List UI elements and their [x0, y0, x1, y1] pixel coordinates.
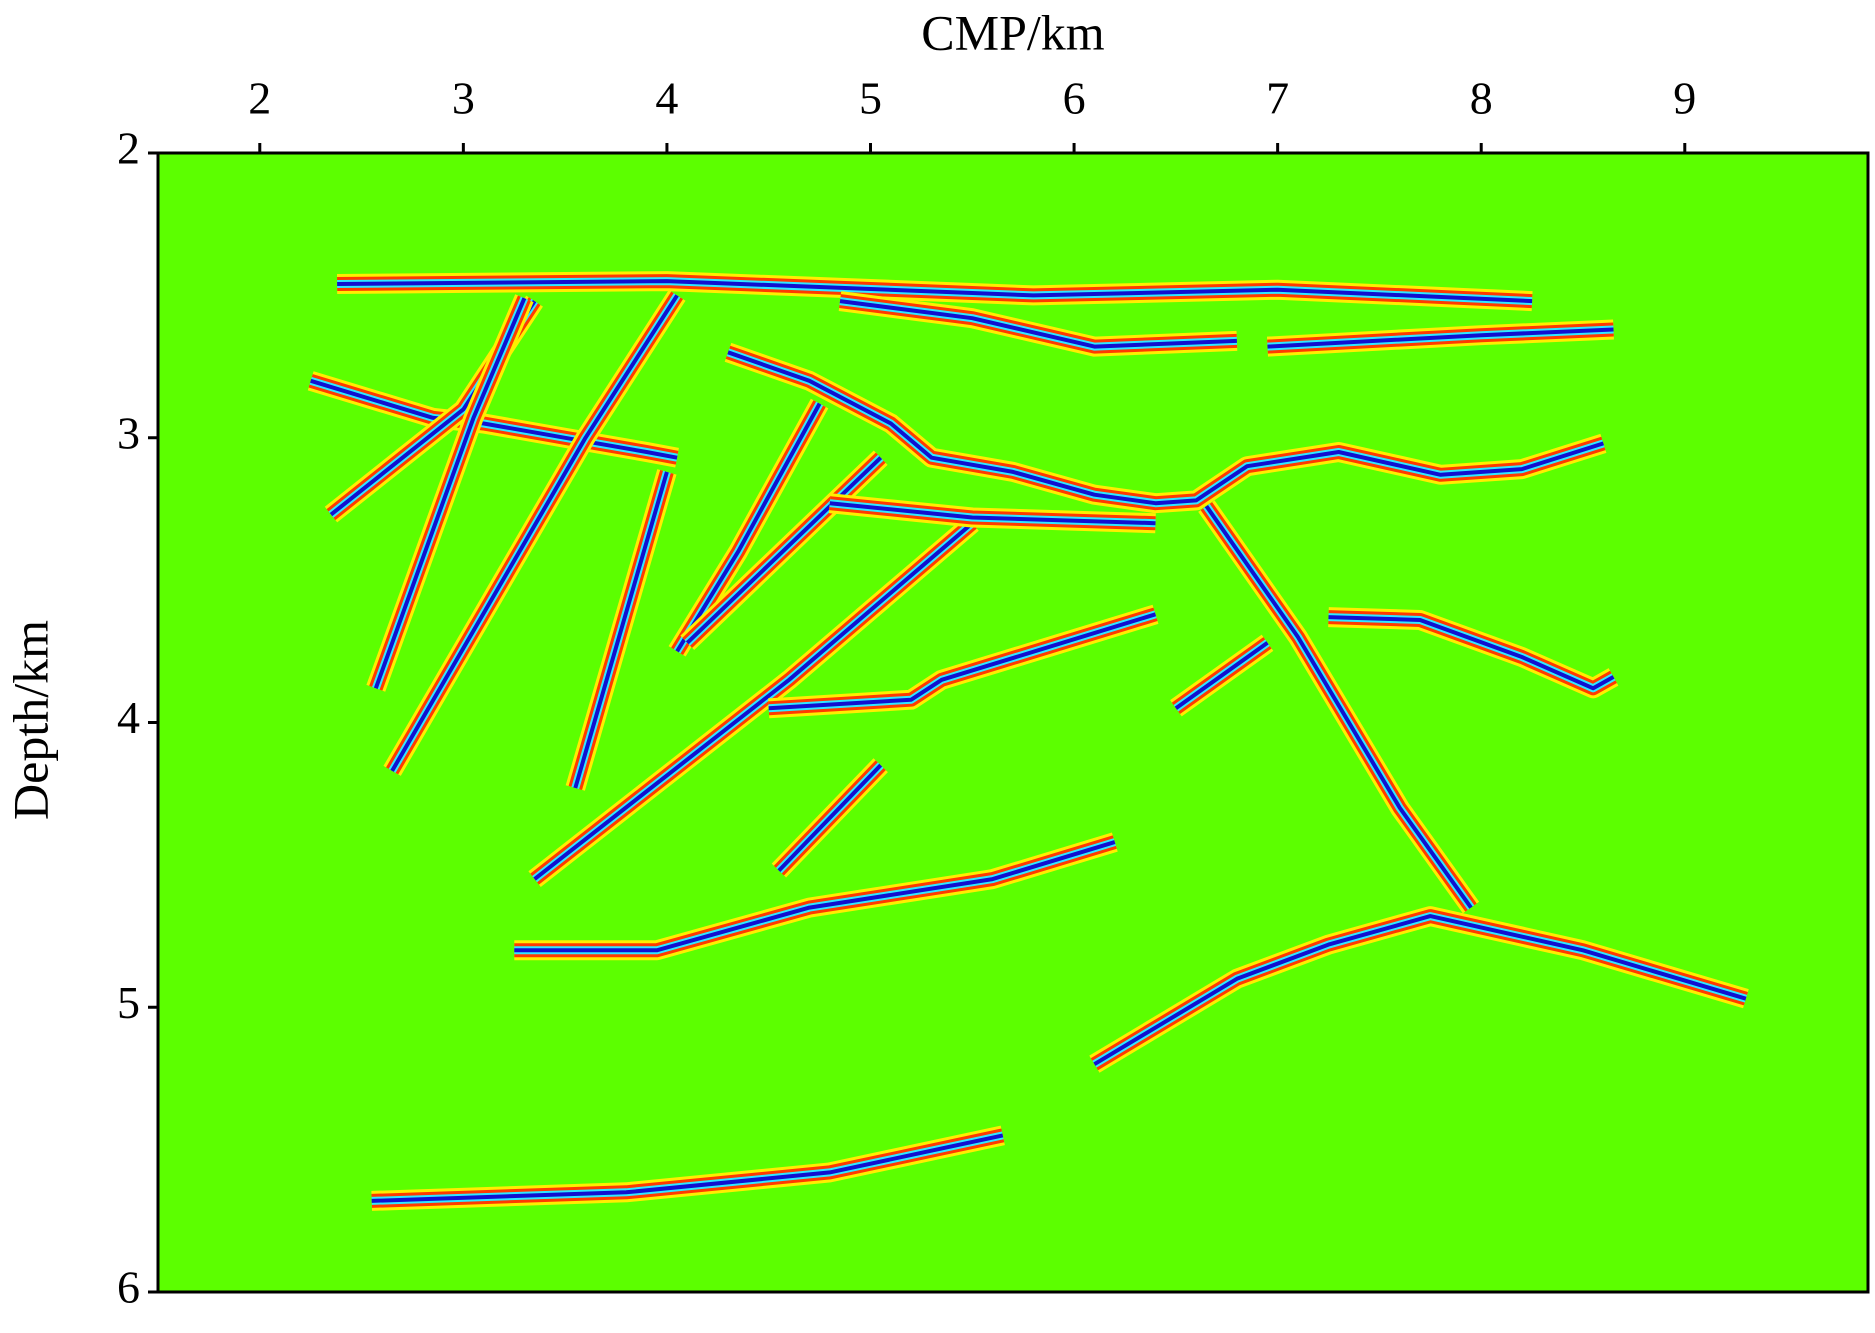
reflector [533, 521, 974, 881]
y-tick-label: 4 [117, 692, 140, 743]
x-tick-label: 4 [655, 73, 678, 124]
reflector [390, 294, 679, 772]
reflector [310, 378, 678, 460]
reflector [685, 456, 883, 645]
plot-background [158, 153, 1868, 1292]
x-tick-label: 5 [859, 73, 882, 124]
reflector [1267, 327, 1614, 349]
x-tick-label: 3 [452, 73, 475, 124]
reflector [371, 1133, 1004, 1203]
reflector [1204, 504, 1473, 909]
reflector [675, 402, 822, 653]
reflector [337, 279, 1533, 304]
x-tick-label: 9 [1673, 73, 1696, 124]
y-axis-label: Depth/km [2, 620, 58, 820]
x-axis-label: CMP/km [921, 4, 1105, 60]
x-tick-label: 7 [1266, 73, 1289, 124]
reflector [373, 297, 527, 689]
reflector [768, 612, 1157, 711]
reflector [1328, 615, 1615, 691]
x-tick-label: 8 [1470, 73, 1493, 124]
reflector [839, 299, 1237, 349]
reflector [514, 840, 1116, 953]
reflector [1093, 914, 1747, 1066]
reflector [777, 763, 883, 872]
x-tick-label: 2 [248, 73, 271, 124]
reflector [1174, 641, 1269, 710]
y-tick-label: 6 [117, 1262, 140, 1313]
reflector [829, 501, 1156, 526]
reflector [573, 471, 669, 789]
reflectors [307, 271, 1749, 1211]
y-tick-label: 3 [117, 407, 140, 458]
y-tick-label: 5 [117, 977, 140, 1028]
y-tick-label: 2 [117, 123, 140, 174]
x-tick-label: 6 [1063, 73, 1086, 124]
reflector [727, 350, 1605, 506]
